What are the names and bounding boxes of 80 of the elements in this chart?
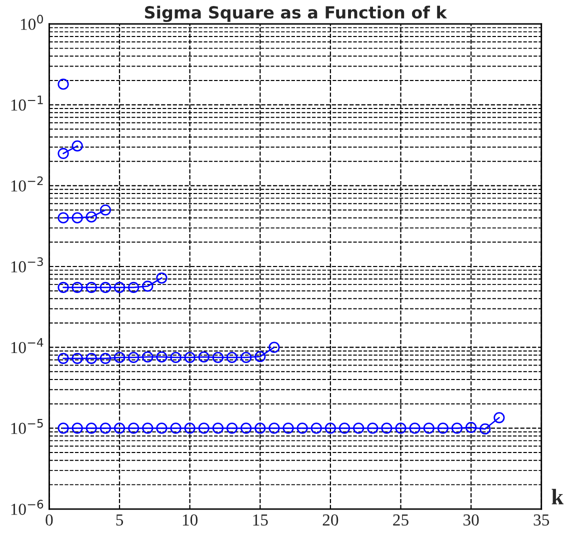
y-tick-label: 10$^{−2}$ [11, 176, 43, 192]
x-tick-label: 20 [322, 514, 338, 526]
point [114, 422, 126, 434]
y-tick-label: 10$^{−5}$ [11, 418, 43, 434]
point [395, 422, 406, 434]
point [268, 342, 280, 353]
point [184, 422, 196, 434]
point [494, 412, 505, 424]
x-tick-label: 25 [393, 514, 408, 526]
point [451, 422, 463, 434]
y-tick-label: 10$^{−4}$ [11, 338, 44, 354]
point [184, 352, 196, 363]
point [480, 423, 491, 434]
x-tick-label: 35 [534, 514, 550, 526]
point [310, 422, 322, 434]
point [466, 422, 477, 434]
point [170, 352, 182, 363]
chart-title: Sigma Square as a Function of k [144, 6, 448, 22]
point [226, 422, 238, 434]
point [142, 422, 154, 434]
x-tick-label: 10 [182, 514, 198, 526]
point [72, 352, 83, 364]
point [142, 280, 154, 292]
point [254, 422, 266, 434]
point [409, 422, 420, 434]
point [367, 422, 378, 434]
y-tick-label: 10$^{−6}$ [11, 500, 44, 515]
point [156, 351, 168, 363]
x-axis-title: k [552, 488, 564, 504]
x-tick-label: 30 [464, 514, 479, 526]
point [142, 351, 154, 363]
point [58, 282, 69, 294]
point [128, 422, 140, 434]
point [86, 352, 97, 364]
point [156, 422, 168, 434]
point [381, 422, 392, 434]
point [423, 422, 434, 434]
point [72, 140, 83, 152]
point [128, 352, 140, 363]
point [86, 422, 97, 434]
point [58, 148, 69, 160]
point [156, 272, 168, 284]
point [324, 422, 336, 434]
point [254, 350, 266, 362]
point [100, 352, 112, 364]
x-tick-label: 5 [116, 514, 124, 526]
x-tick-label: 15 [253, 514, 268, 526]
point [198, 422, 210, 434]
point [58, 352, 69, 364]
point [296, 422, 308, 434]
point [58, 422, 69, 434]
point [198, 351, 210, 363]
point [128, 282, 140, 294]
point [170, 422, 182, 434]
point [86, 211, 97, 223]
point [282, 422, 294, 434]
point [58, 212, 69, 224]
point [72, 212, 83, 224]
point [100, 204, 112, 216]
point [212, 352, 224, 363]
point [100, 282, 112, 294]
point [240, 422, 252, 434]
y-tick-label: 10$^{0}$ [20, 14, 43, 30]
point [114, 282, 126, 294]
y-tick-label: 10$^{−3}$ [11, 257, 43, 272]
point [437, 422, 448, 434]
point [72, 422, 83, 434]
point [240, 352, 252, 363]
point [100, 422, 112, 434]
point [212, 422, 224, 434]
y-tick-label: 10$^{−1}$ [11, 96, 43, 111]
point [338, 422, 350, 434]
point [268, 422, 280, 434]
point [72, 282, 83, 294]
point [114, 352, 126, 363]
point [353, 422, 364, 434]
point [226, 352, 238, 363]
point [86, 282, 97, 294]
point [58, 78, 69, 90]
x-tick-label: 0 [46, 514, 53, 526]
